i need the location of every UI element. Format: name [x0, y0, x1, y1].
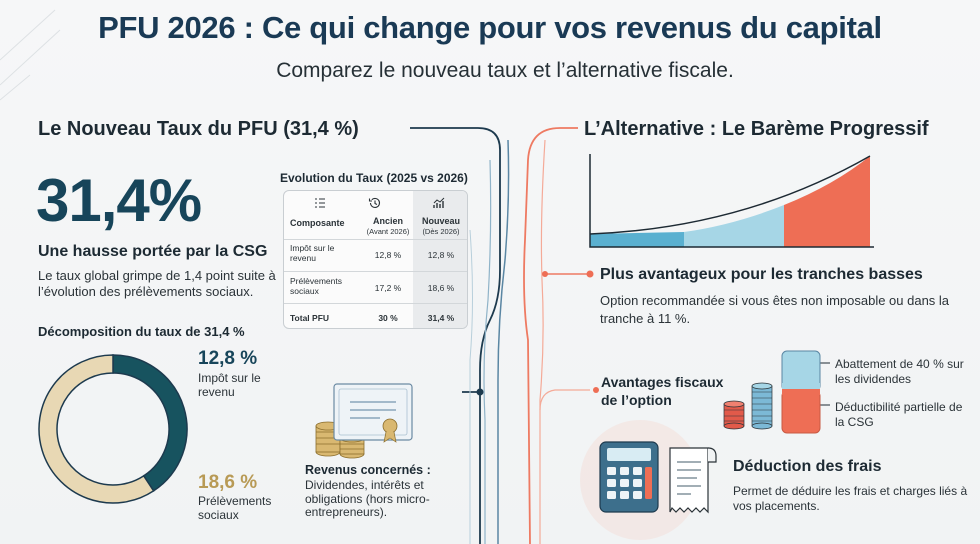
frais-title: Déduction des frais [733, 458, 882, 475]
certificate-icon [333, 383, 413, 443]
hausse-title: Une hausse portée par la CSG [38, 243, 268, 260]
section-title-pfu: Le Nouveau Taux du PFU (31,4 %) [38, 118, 359, 140]
header-nouveau-sub: (Dès 2026) [422, 227, 460, 236]
abattement-text: Abattement de 40 % sur les dividendes [835, 357, 964, 386]
frais-description: Permet de déduire les frais et charges l… [733, 484, 968, 513]
section-title-bareme: L’Alternative : Le Barème Progressif [584, 118, 929, 140]
divider [284, 303, 467, 304]
row-prelevements-name: Prélèvements sociaux [290, 276, 342, 296]
list-icon [315, 198, 325, 208]
hausse-description: Le taux global grimpe de 1,4 point suite… [38, 268, 276, 299]
revenus-title: Revenus concernés : [305, 463, 431, 477]
deductibilite-text: Déductibilité partielle de la CSG [835, 400, 963, 429]
progressive-curve-chart [589, 154, 874, 248]
table-title: Evolution du Taux (2025 vs 2026) [280, 171, 468, 185]
label-prelevements: Prélèvements sociaux [198, 494, 272, 522]
header-ancien-sub: (Avant 2026) [366, 227, 410, 236]
advantage-title: Plus avantageux pour les tranches basses [600, 266, 923, 283]
label-impot: Impôt sur le revenu [198, 371, 261, 399]
decomposition-title: Décomposition du taux de 31,4 % [38, 324, 245, 339]
receipt-icon [669, 447, 717, 514]
coin-stack-icon [723, 382, 773, 430]
page-title: PFU 2026 : Ce qui change pour vos revenu… [98, 10, 882, 45]
row-prelevements-old: 17,2 % [374, 283, 402, 293]
row-total-new: 31,4 % [427, 313, 455, 323]
chart-up-icon [433, 197, 445, 208]
row-impot-name: Impôt sur le revenu [290, 243, 335, 263]
highlight-column [413, 191, 467, 328]
row-impot-old: 12,8 % [374, 250, 402, 260]
row-total-name: Total PFU [290, 313, 330, 323]
header-ancien: Ancien [372, 216, 403, 226]
header-nouveau: Nouveau [421, 216, 460, 226]
divider [284, 239, 467, 240]
donut-chart [38, 354, 188, 504]
revenus-description: Dividendes, intérêts et obligations (hor… [305, 478, 430, 519]
split-bar-icon [781, 350, 821, 434]
pct-impot: 12,8 % [198, 348, 258, 369]
row-impot-new: 12,8 % [427, 250, 455, 260]
rate-table: Composante Ancien (Avant 2026) Nouveau (… [283, 190, 468, 329]
row-total-old: 30 % [378, 313, 398, 323]
donut-slice-1 [38, 354, 155, 504]
history-icon [368, 197, 381, 209]
row-prelevements-new: 18,6 % [427, 283, 455, 293]
pct-prelevements: 18,6 % [198, 472, 258, 493]
advantage-description: Option recommandée si vous êtes non impo… [600, 293, 950, 326]
donut-slice-0 [112, 354, 188, 492]
header-composante: Composante [290, 218, 345, 228]
page-subtitle: Comparez le nouveau taux et l’alternativ… [276, 59, 734, 82]
calculator-icon [599, 441, 659, 513]
big-rate: 31,4% [36, 167, 202, 234]
avantages-fiscaux-title: Avantages fiscaux de l’option [601, 374, 724, 408]
divider [284, 271, 467, 272]
